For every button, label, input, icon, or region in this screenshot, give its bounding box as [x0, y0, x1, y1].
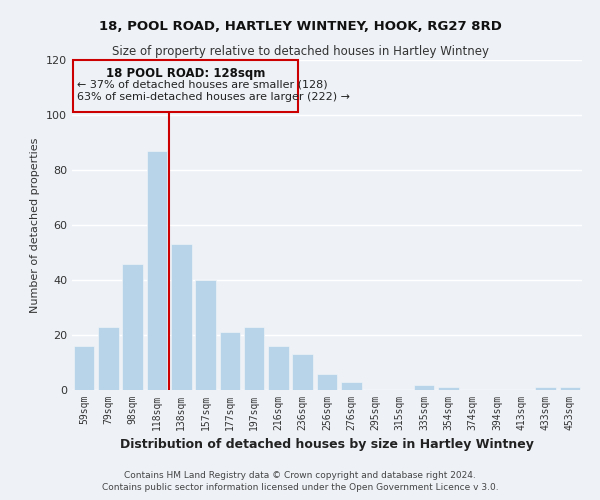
Bar: [146, 151, 167, 390]
Text: 63% of semi-detached houses are larger (222) →: 63% of semi-detached houses are larger (…: [77, 92, 350, 102]
Text: 18 POOL ROAD: 128sqm: 18 POOL ROAD: 128sqm: [106, 67, 265, 80]
Bar: [220, 332, 240, 390]
Text: Contains HM Land Registry data © Crown copyright and database right 2024.: Contains HM Land Registry data © Crown c…: [124, 471, 476, 480]
Bar: [171, 244, 191, 390]
Y-axis label: Number of detached properties: Number of detached properties: [31, 138, 40, 312]
X-axis label: Distribution of detached houses by size in Hartley Wintney: Distribution of detached houses by size …: [120, 438, 534, 452]
Text: Size of property relative to detached houses in Hartley Wintney: Size of property relative to detached ho…: [112, 45, 488, 58]
Bar: [244, 327, 265, 390]
Text: ← 37% of detached houses are smaller (128): ← 37% of detached houses are smaller (12…: [77, 79, 328, 89]
Bar: [268, 346, 289, 390]
Bar: [438, 387, 459, 390]
Bar: [122, 264, 143, 390]
Bar: [414, 384, 434, 390]
FancyBboxPatch shape: [73, 60, 298, 112]
Bar: [74, 346, 94, 390]
Bar: [292, 354, 313, 390]
Bar: [560, 387, 580, 390]
Text: 18, POOL ROAD, HARTLEY WINTNEY, HOOK, RG27 8RD: 18, POOL ROAD, HARTLEY WINTNEY, HOOK, RG…: [98, 20, 502, 33]
Bar: [195, 280, 216, 390]
Bar: [98, 327, 119, 390]
Bar: [535, 387, 556, 390]
Text: Contains public sector information licensed under the Open Government Licence v : Contains public sector information licen…: [101, 484, 499, 492]
Bar: [317, 374, 337, 390]
Bar: [341, 382, 362, 390]
